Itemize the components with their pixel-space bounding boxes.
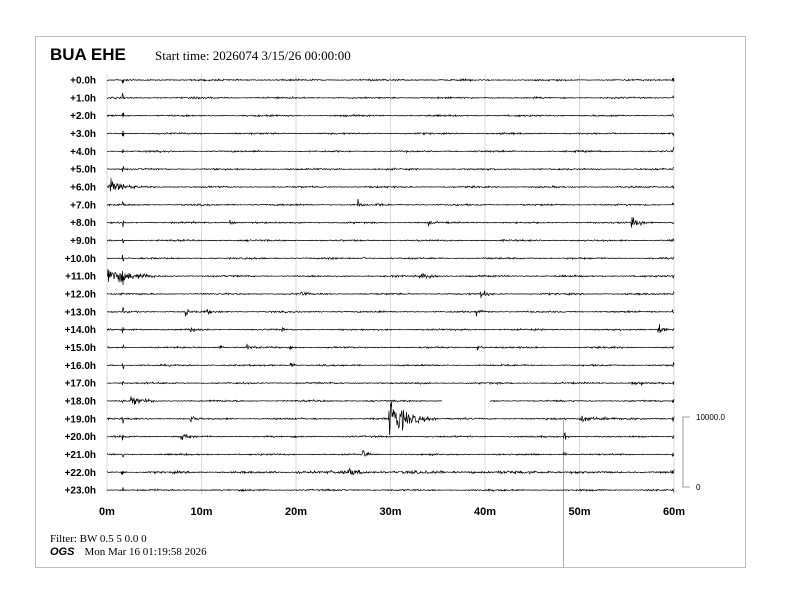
start-time: Start time: 2026074 3/15/26 00:00:00	[155, 48, 351, 63]
x-tick-label: 60m	[663, 506, 685, 518]
trace-hour-15	[106, 343, 675, 351]
x-tick-label: 20m	[285, 506, 307, 518]
row-label: +10.0h	[65, 254, 96, 265]
x-tick-label: 50m	[568, 506, 590, 518]
trace-hour-16	[106, 362, 675, 370]
row-label: +17.0h	[65, 379, 96, 390]
station-title: BUA EHE	[50, 45, 126, 64]
trace-hour-2	[107, 112, 675, 118]
x-tick-label: 10m	[190, 506, 212, 518]
row-label: +18.0h	[65, 396, 96, 407]
row-label: +0.0h	[70, 76, 96, 87]
scale-bottom-label: 0	[696, 483, 701, 492]
trace-hour-11	[106, 268, 675, 285]
trace-hour-0	[106, 77, 675, 84]
row-label: +12.0h	[65, 289, 96, 300]
trace-hour-5	[106, 166, 675, 172]
trace-hour-20	[106, 432, 675, 441]
row-label: +16.0h	[65, 361, 96, 372]
row-label: +9.0h	[70, 236, 96, 247]
trace-hour-22	[106, 467, 675, 476]
row-label: +2.0h	[70, 111, 96, 122]
trace-hour-4	[106, 146, 675, 154]
trace-hour-21	[106, 449, 675, 458]
generated-date: Mon Mar 16 01:19:58 2026	[84, 546, 207, 558]
row-label: +19.0h	[65, 414, 96, 425]
row-label: +21.0h	[65, 450, 96, 461]
filter-info: Filter: BW 0.5 5 0.0 0	[50, 533, 147, 545]
footer-line: OGS Mon Mar 16 01:19:58 2026	[50, 546, 207, 558]
trace-hour-7	[106, 198, 675, 207]
row-label: +15.0h	[65, 343, 96, 354]
x-tick-label: 40m	[474, 506, 496, 518]
trace-hour-8	[106, 217, 675, 228]
trace-hour-6	[106, 177, 675, 192]
x-tick-label: 0m	[99, 506, 115, 518]
trace-hour-12	[106, 290, 675, 299]
row-label: +1.0h	[70, 93, 96, 104]
row-label: +7.0h	[70, 200, 96, 211]
plot-frame	[35, 36, 746, 568]
trace-hour-9	[107, 238, 675, 244]
scale-top-label: 10000.0	[696, 413, 725, 422]
trace-hour-1	[106, 92, 675, 100]
x-tick-label: 30m	[379, 506, 401, 518]
row-label: +13.0h	[65, 307, 96, 318]
row-label: +3.0h	[70, 129, 96, 140]
row-label: +23.0h	[65, 486, 96, 497]
row-label: +4.0h	[70, 147, 96, 158]
trace-hour-18	[106, 396, 443, 405]
trace-hour-18	[489, 399, 675, 404]
row-label: +22.0h	[65, 468, 96, 479]
trace-hour-17	[107, 381, 675, 387]
trace-hour-3	[106, 130, 675, 138]
trace-hour-19	[106, 401, 675, 435]
trace-hour-23	[106, 487, 675, 493]
row-label: +14.0h	[65, 325, 96, 336]
org-label: OGS	[50, 546, 75, 558]
row-label: +8.0h	[70, 218, 96, 229]
scale-bar	[682, 416, 690, 488]
trace-hour-13	[106, 307, 675, 317]
trace-hour-10	[106, 254, 675, 262]
row-label: +20.0h	[65, 432, 96, 443]
trace-hour-14	[106, 324, 675, 334]
row-label: +6.0h	[70, 182, 96, 193]
row-label: +11.0h	[65, 272, 96, 283]
row-label: +5.0h	[70, 165, 96, 176]
